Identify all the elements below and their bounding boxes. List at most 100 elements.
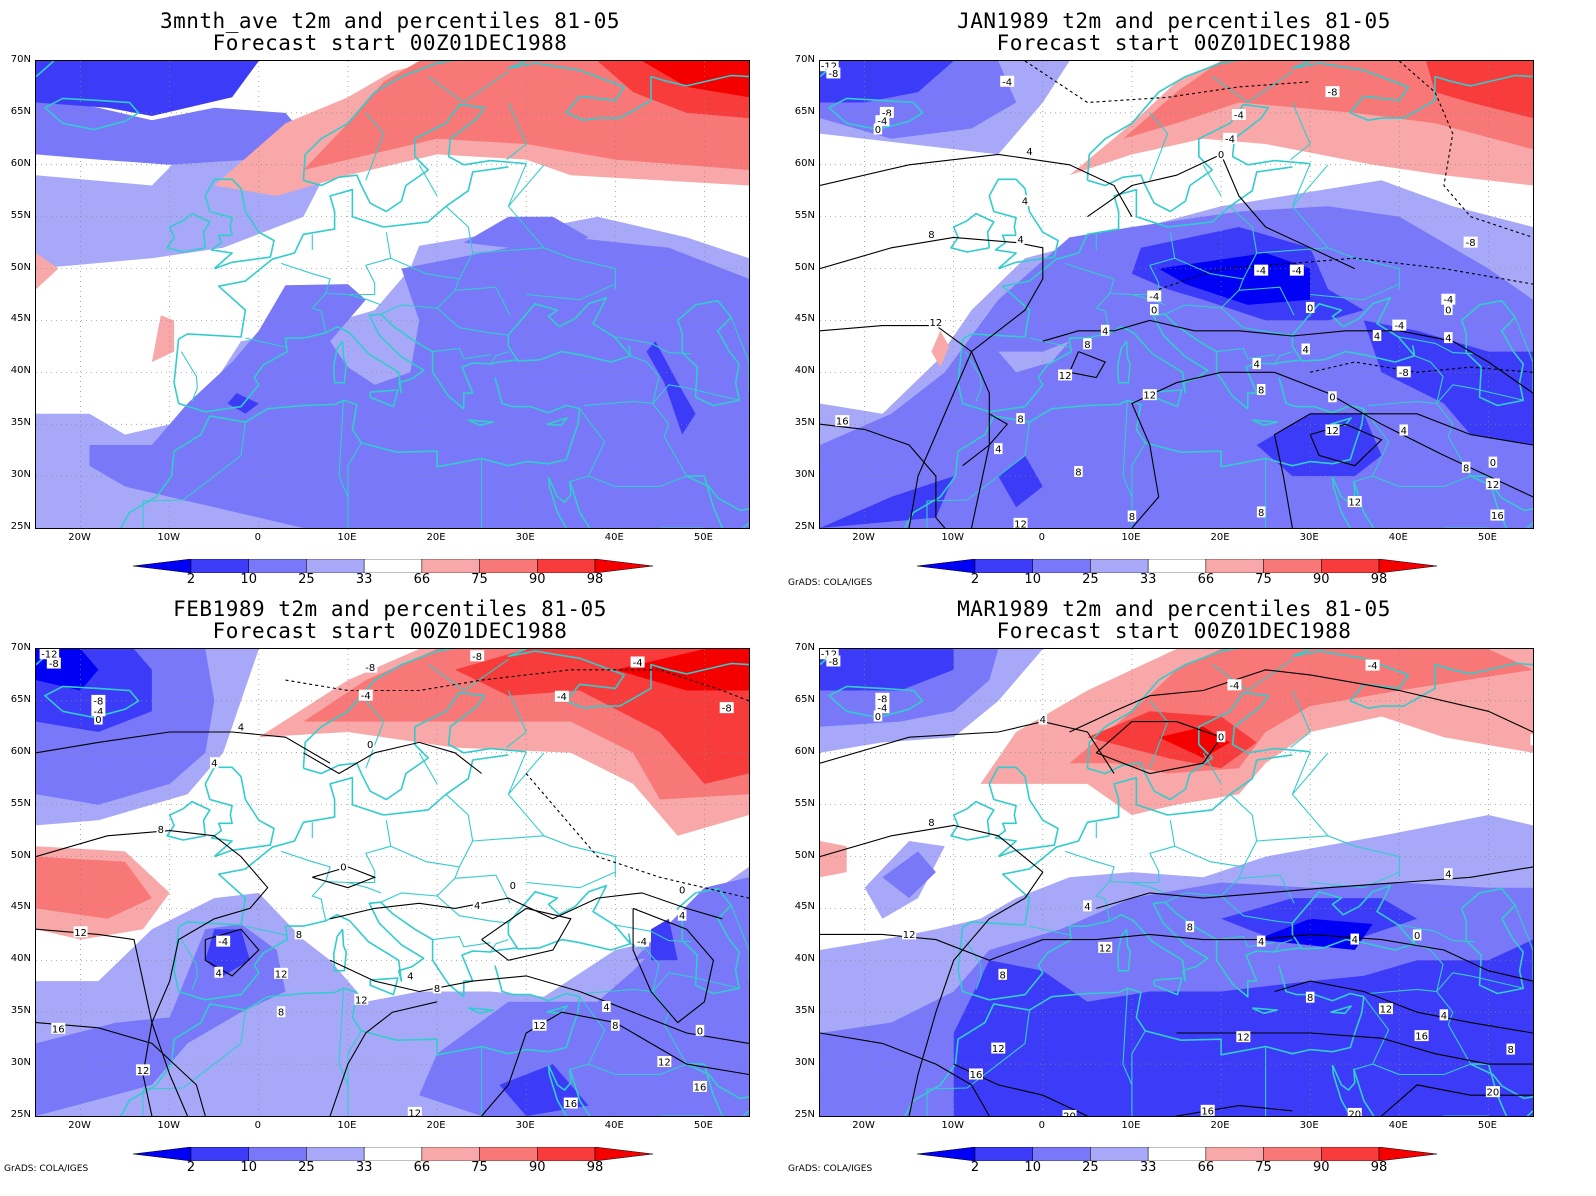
lat-tick-label: 60N: [10, 157, 31, 169]
colorbar-segment: [1205, 1146, 1264, 1162]
contour-label: 16: [1201, 1106, 1214, 1116]
contour-label-bg: [1365, 659, 1380, 671]
shade-p75: [36, 856, 152, 919]
contour-label-bg: [820, 649, 839, 660]
colorbar-segment: [974, 558, 1033, 574]
border-line: [1310, 283, 1400, 301]
lat-tick-label: 25N: [794, 1109, 815, 1120]
lon-tick-label: 40E: [604, 1120, 624, 1131]
border-line: [570, 408, 606, 482]
contour-label: 12: [1237, 1033, 1250, 1044]
contour-line: [820, 325, 990, 528]
colorbar-segment: [916, 558, 976, 574]
panel-subtitle: Forecast start 00Z01DEC1988: [212, 619, 568, 643]
contour-label: -8: [877, 694, 887, 705]
colorbar-label: 75: [471, 1160, 488, 1175]
contour-label-bg: [1289, 264, 1304, 276]
border-line: [432, 347, 491, 360]
lat-tick-label: 55N: [10, 209, 31, 221]
panel-title: 3mnth_ave t2m and percentiles 81-05: [159, 9, 620, 33]
border-line: [1164, 892, 1222, 903]
grads-credit: GrADS: COLA/IGES: [4, 1164, 89, 1174]
border-line: [1149, 112, 1169, 181]
contour-label-bg: [1412, 929, 1422, 941]
border-line: [325, 820, 392, 884]
border-line: [1372, 475, 1471, 488]
contour-label: 8: [1258, 508, 1264, 519]
border-line: [347, 881, 382, 894]
border-line: [436, 866, 509, 924]
contour-label: 16: [694, 1082, 707, 1093]
colorbar-label: 98: [1370, 572, 1388, 587]
contour-label-bg: [1252, 358, 1261, 370]
colorbar-label: 66: [1197, 1160, 1215, 1175]
map-plot: -12-8-4-4-8-4040-48441280441288124121612…: [819, 648, 1534, 1117]
panel-subtitle: Forecast start 00Z01DEC1988: [996, 31, 1352, 55]
contour-label-bg: [1488, 456, 1498, 468]
contour-label-bg: [39, 649, 60, 660]
colorbar-label: 2: [970, 572, 980, 587]
colorbar-segment: [190, 558, 249, 574]
lon-tick-label: 20W: [852, 532, 875, 543]
lon-tick-label: 40E: [1388, 532, 1408, 543]
coastline: [204, 178, 275, 270]
coastline: [1318, 650, 1533, 709]
contour-label-bg: [1444, 868, 1453, 880]
border-line: [686, 387, 741, 401]
colorbar-segment: [306, 1146, 365, 1162]
contour-label: -4: [637, 937, 647, 948]
lat-tick-label: 55N: [10, 797, 31, 809]
contour-line: [481, 907, 572, 961]
contour-label: 8: [1075, 467, 1081, 478]
contour-label: -4: [1149, 292, 1159, 303]
contour-line: [1131, 371, 1533, 528]
coastline: [962, 754, 1293, 928]
colorbar-label: 98: [1370, 1160, 1388, 1175]
shade-p2: [1158, 253, 1311, 305]
contour-label: -4: [218, 937, 228, 948]
contour-label: 12: [992, 1044, 1005, 1055]
border-line: [1436, 384, 1471, 404]
contour-label-bg: [991, 1042, 1006, 1054]
contour-label: -8: [828, 69, 838, 80]
coastline: [173, 884, 632, 1001]
colorbar: 2 10 25 33 66 75 90 98: [132, 1146, 654, 1175]
contour-label: 4: [603, 1003, 609, 1014]
contour-label: 4: [1022, 197, 1028, 208]
contour-label: 8: [278, 1008, 284, 1019]
lat-tick-label: 60N: [794, 745, 815, 757]
contour-label: 4: [1374, 332, 1380, 343]
contour-label: -4: [1256, 266, 1266, 277]
colorbar-segment: [1378, 1146, 1438, 1162]
contour-label: 8: [434, 984, 440, 995]
border-line: [1256, 835, 1400, 878]
coastline: [547, 1065, 568, 1116]
contour-label: -8: [365, 663, 375, 674]
contour-label-bg: [873, 710, 883, 722]
contour-label: 8: [158, 825, 164, 836]
lon-tick-label: 20E: [1210, 1120, 1230, 1131]
contour-label: -8: [882, 108, 892, 119]
contour-label-bg: [363, 661, 378, 673]
lat-tick-label: 30N: [794, 469, 815, 481]
panel-title: FEB1989 t2m and percentiles 81-05: [173, 597, 607, 621]
border-line: [1274, 351, 1293, 365]
colorbar-label: 90: [529, 1160, 546, 1175]
lat-tick-label: 45N: [10, 313, 31, 325]
colorbar-segment: [1321, 1146, 1380, 1162]
contour-label: 4: [1303, 345, 1309, 356]
map-plot: -12 -8 -4 -8 -4 -4 -8 -4 0 4 0 4 4 8 -8 -4 -4 -4 -4 0 0 0 -4 12…: [819, 60, 1534, 529]
contour-label: 8: [612, 1021, 618, 1032]
colorbar-segment: [974, 1146, 1033, 1162]
coastline: [302, 61, 536, 181]
colorbar-label: 98: [586, 1160, 604, 1175]
colorbar-segment: [363, 1146, 423, 1162]
shade-p66: [820, 841, 847, 878]
border-line: [1122, 988, 1133, 1086]
contour-label-bg: [835, 415, 850, 427]
contour-label: 12: [137, 1066, 150, 1077]
colorbar-segment: [1205, 558, 1264, 574]
coastline: [332, 928, 347, 972]
border-line: [526, 871, 616, 889]
contour-label-bg: [1396, 366, 1411, 378]
